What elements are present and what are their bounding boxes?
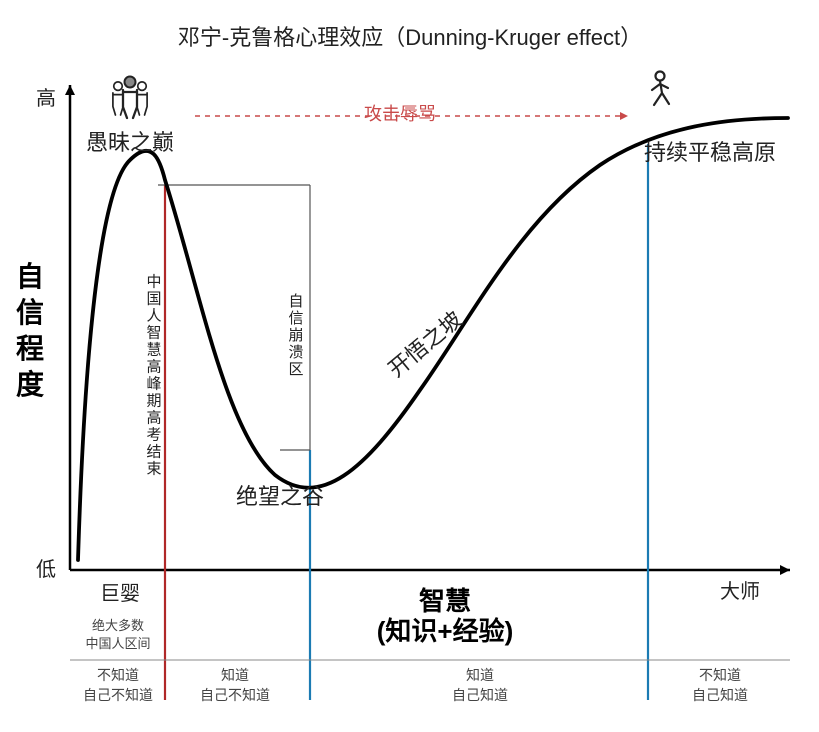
vertical-text-char: 慧 [146, 342, 161, 359]
vertical-text-char: 溃 [288, 344, 303, 361]
y-axis-label-char: 自 [16, 261, 44, 292]
x-axis-baby-label: 巨婴 [100, 583, 140, 605]
annotation-gaokao-peak: 中国人智慧高峰期高考结束 [146, 274, 161, 478]
annotation-attack-insult: 攻击辱骂 [364, 104, 436, 124]
footer-stage-label-line2: 自己知道 [692, 687, 748, 703]
vertical-text-char: 期 [146, 393, 161, 410]
annotation-valley-of-despair: 绝望之谷 [236, 484, 324, 509]
y-axis-label: 自 信 程 度 [16, 261, 44, 400]
footer-subzone-line2: 中国人区间 [85, 636, 150, 651]
footer-stage-label-line1: 不知道 [699, 667, 741, 683]
attack-arrow-head [620, 112, 628, 120]
vertical-text-char: 中 [146, 274, 161, 291]
y-axis-label-char: 程 [16, 333, 44, 364]
vertical-text-char: 峰 [146, 376, 161, 393]
footer-stage-label-line1: 不知道 [97, 667, 139, 683]
x-axis-master-label: 大师 [720, 580, 760, 603]
footer-stage-label-line2: 自己知道 [452, 687, 508, 703]
vertical-text-char: 高 [146, 359, 161, 376]
annotation-slope-of-enlightenment: 开悟之坡 [383, 306, 466, 382]
annotation-confidence-crash-zone: 自信崩溃区 [288, 293, 303, 378]
footer-stage-label-line1: 知道 [221, 667, 249, 683]
vertical-text-char: 高 [146, 410, 161, 427]
vertical-text-char: 束 [146, 461, 161, 478]
dunning-kruger-chart: { "canvas": { "width": 819, "height": 73… [0, 0, 819, 732]
footer-stage-label-line1: 知道 [466, 667, 494, 683]
crowd-icon [113, 77, 147, 119]
footer-subzone-line1: 绝大多数 [92, 618, 144, 633]
y-axis-label-char: 度 [16, 369, 44, 400]
vertical-text-char: 人 [146, 308, 161, 325]
vertical-text-char: 智 [146, 324, 161, 342]
footer-stage-label-line2: 自己不知道 [200, 687, 270, 703]
vertical-text-char: 区 [288, 361, 303, 378]
vertical-text-char: 国 [146, 291, 161, 308]
vertical-text-char: 自 [288, 293, 303, 310]
walking-person-icon [652, 72, 669, 106]
y-axis-high-label: 高 [36, 87, 56, 110]
x-axis-label-line2: (知识+经验) [377, 616, 514, 646]
annotation-peak-of-ignorance: 愚昧之巅 [86, 130, 174, 155]
footer-stage-label-line2: 自己不知道 [83, 687, 153, 703]
y-axis-low-label: 低 [36, 558, 56, 581]
x-axis-arrow [780, 565, 790, 575]
vertical-text-char: 信 [288, 310, 303, 327]
y-axis-arrow [65, 85, 75, 95]
vertical-text-char: 崩 [288, 327, 303, 344]
chart-title: 邓宁-克鲁格心理效应（Dunning-Kruger effect） [178, 25, 642, 50]
annotation-plateau-of-sustainability: 持续平稳高原 [644, 140, 776, 165]
y-axis-label-char: 信 [16, 297, 44, 328]
chart-svg: 邓宁-克鲁格心理效应（Dunning-Kruger effect） 高 低 自 … [0, 0, 819, 732]
x-axis-label-line1: 智慧 [419, 586, 471, 616]
vertical-text-char: 结 [146, 444, 161, 461]
vertical-text-char: 考 [146, 427, 161, 444]
